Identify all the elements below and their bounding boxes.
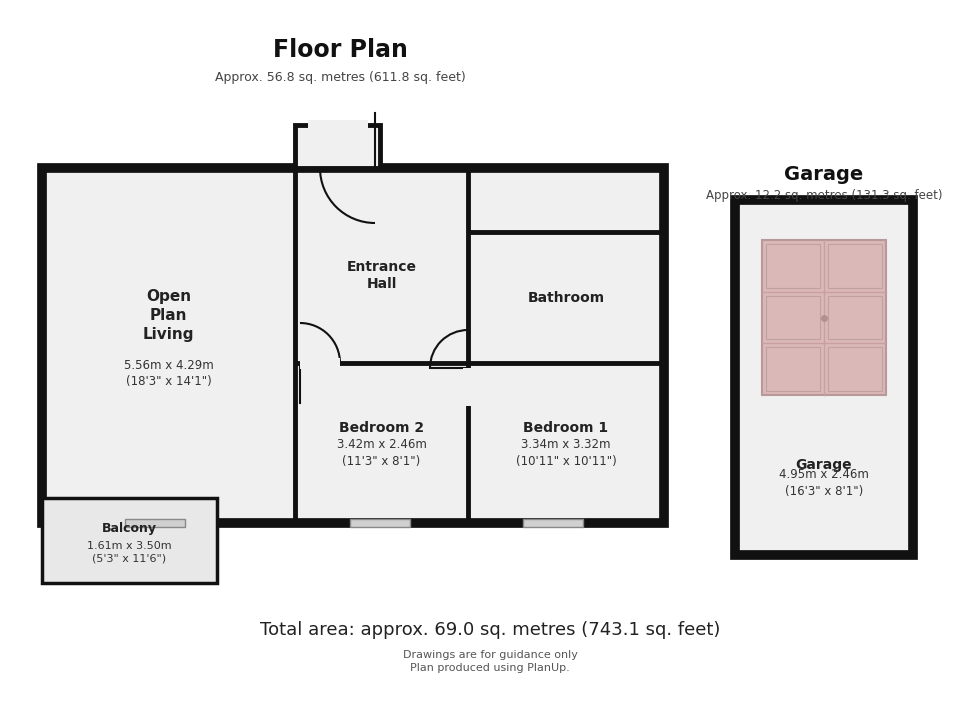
Text: Bathroom: Bathroom — [527, 290, 605, 305]
Text: Drawings are for guidance only: Drawings are for guidance only — [403, 650, 577, 660]
Text: Entrance
Hall: Entrance Hall — [347, 260, 416, 291]
Bar — [766, 347, 820, 391]
Text: Bedroom 1: Bedroom 1 — [523, 421, 609, 435]
Text: Balcony: Balcony — [102, 522, 157, 535]
Text: 3.42m x 2.46m
(11'3" x 8'1"): 3.42m x 2.46m (11'3" x 8'1") — [336, 439, 426, 468]
Bar — [308, 120, 368, 135]
Text: Approx. 12.2 sq. metres (131.3 sq. feet): Approx. 12.2 sq. metres (131.3 sq. feet) — [706, 189, 942, 202]
Bar — [828, 244, 882, 288]
Text: 5.56m x 4.29m
(18'3" x 14'1"): 5.56m x 4.29m (18'3" x 14'1") — [123, 359, 214, 388]
Text: Open
Plan
Living: Open Plan Living — [143, 289, 194, 342]
Bar — [766, 244, 820, 288]
Text: 4.95m x 2.46m
(16'3" x 8'1"): 4.95m x 2.46m (16'3" x 8'1") — [779, 468, 869, 498]
Text: Plan produced using PlanUp.: Plan produced using PlanUp. — [410, 663, 570, 673]
Text: Approx. 56.8 sq. metres (611.8 sq. feet): Approx. 56.8 sq. metres (611.8 sq. feet) — [215, 71, 466, 85]
Text: Garage: Garage — [784, 165, 863, 184]
Bar — [125, 519, 185, 527]
Text: Bedroom 2: Bedroom 2 — [339, 421, 424, 435]
Text: Garage: Garage — [796, 458, 853, 472]
Bar — [295, 125, 380, 168]
Bar — [42, 168, 664, 523]
Text: 1.61m x 3.50m
(5'3" x 11'6"): 1.61m x 3.50m (5'3" x 11'6") — [87, 541, 172, 564]
Bar — [42, 498, 217, 583]
Text: HOCKEYS: HOCKEYS — [138, 330, 582, 411]
Bar — [762, 240, 886, 395]
Text: Total area: approx. 69.0 sq. metres (743.1 sq. feet): Total area: approx. 69.0 sq. metres (743… — [260, 621, 720, 639]
Bar — [828, 295, 882, 340]
Bar — [735, 200, 913, 555]
Bar — [523, 519, 583, 527]
Text: 3.34m x 3.32m
(10'11" x 10'11"): 3.34m x 3.32m (10'11" x 10'11") — [515, 439, 616, 468]
Bar — [463, 368, 474, 406]
Bar — [766, 295, 820, 340]
Bar — [828, 347, 882, 391]
Bar — [300, 358, 340, 369]
Text: Floor Plan: Floor Plan — [272, 38, 408, 62]
Bar — [350, 519, 410, 527]
